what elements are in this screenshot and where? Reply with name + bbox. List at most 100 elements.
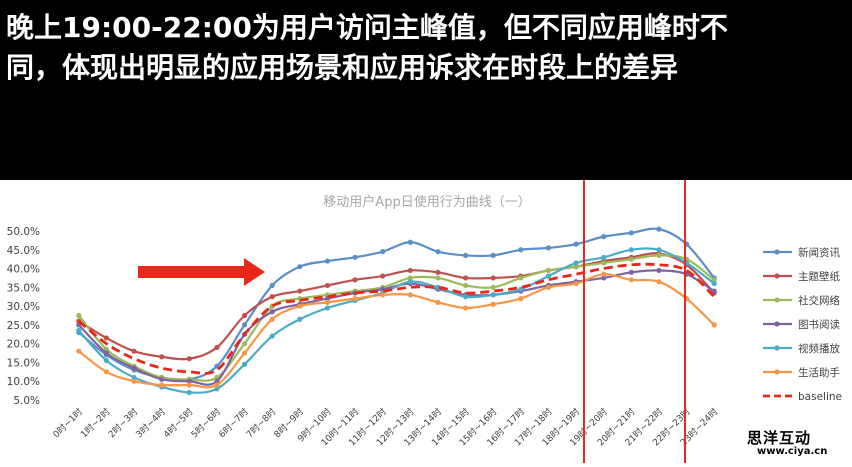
data-point	[131, 374, 137, 381]
data-point	[214, 344, 220, 351]
data-point	[131, 348, 137, 354]
data-point	[131, 378, 137, 384]
data-point	[628, 277, 634, 283]
data-point	[159, 382, 165, 388]
x-axis-ticks: 0时~1时1时~2时2时~3时3时~4时4时~5时5时~6时6时~7时7时~8时…	[50, 406, 720, 449]
data-point	[490, 284, 496, 290]
y-tick-label: 35.0%	[7, 282, 40, 294]
data-point	[407, 275, 413, 281]
legend-marker	[774, 297, 780, 303]
data-point	[352, 277, 358, 283]
highlight-arrow-head	[244, 258, 265, 286]
data-point	[711, 288, 717, 294]
y-tick-label: 45.0%	[7, 245, 40, 257]
data-point	[628, 230, 634, 236]
data-point	[76, 348, 82, 354]
x-tick-label: 5时~6时	[188, 406, 223, 441]
data-point	[324, 305, 331, 311]
data-point	[545, 267, 552, 274]
data-point	[711, 322, 717, 328]
data-point	[103, 369, 110, 375]
legend-marker	[774, 273, 780, 279]
data-point	[380, 292, 386, 298]
data-point	[711, 277, 717, 283]
highlight-arrow-shaft	[138, 266, 248, 278]
data-point	[269, 333, 275, 339]
data-point	[380, 273, 386, 279]
data-point	[573, 280, 579, 287]
legend-marker	[774, 249, 780, 255]
chart-title: 移动用户App日使用行为曲线（一）	[323, 194, 530, 210]
data-point	[601, 271, 607, 277]
data-point	[656, 247, 662, 253]
data-point	[656, 279, 662, 285]
data-point	[214, 378, 220, 384]
data-point	[490, 292, 496, 298]
data-point	[573, 241, 579, 247]
data-point	[573, 260, 579, 266]
chart-panel: 移动用户App日使用行为曲线（一） 5.0% 10.0% 15.0% 20.0% 25.…	[0, 176, 852, 466]
y-tick-label: 30.0%	[7, 301, 40, 313]
data-point	[103, 357, 110, 364]
data-point	[103, 350, 110, 356]
y-tick-label: 25.0%	[7, 320, 40, 332]
x-tick-label: 6时~7时	[216, 406, 251, 441]
peak-window-left-marker	[583, 176, 585, 466]
data-point	[490, 301, 496, 307]
x-tick-label: 7时~8时	[244, 406, 279, 441]
headline-banner: 晚上19:00-22:00为用户访问主峰值，但不同应用峰时不 同，体现出明显的应…	[0, 0, 852, 180]
data-point	[656, 226, 662, 232]
headline-line-2: 同，体现出明显的应用场景和应用诉求在时段上的差异	[6, 51, 679, 84]
data-point	[297, 288, 303, 294]
data-point	[518, 247, 524, 253]
data-point	[103, 335, 110, 341]
legend-marker	[774, 345, 780, 351]
series-line	[77, 262, 716, 375]
data-point	[601, 254, 607, 260]
data-point	[628, 269, 634, 275]
data-point	[545, 273, 552, 279]
watermark-logo-text: 思洋互动	[747, 429, 812, 447]
data-point	[186, 382, 192, 388]
data-point	[352, 296, 358, 302]
y-tick-label: 15.0%	[7, 357, 40, 369]
data-point	[324, 282, 331, 289]
data-point	[462, 294, 469, 300]
data-point	[490, 275, 496, 281]
data-point	[462, 282, 469, 289]
data-point	[435, 299, 441, 305]
data-point	[490, 252, 496, 259]
annotation-overlay	[138, 176, 686, 466]
data-point	[241, 322, 248, 328]
y-axis-ticks: 5.0% 10.0% 15.0% 20.0% 25.0% 30.0% 35.0% 40.0% 4…	[7, 226, 40, 407]
x-tick-label: 1时~2时	[78, 406, 113, 441]
y-tick-label: 10.0%	[7, 376, 40, 388]
data-point	[269, 282, 275, 289]
data-point	[159, 376, 165, 382]
data-point	[76, 312, 82, 319]
peak-window-right-marker	[684, 176, 686, 466]
x-tick-label: 2时~3时	[106, 406, 141, 441]
data-point	[462, 305, 469, 311]
y-tick-label: 40.0%	[7, 264, 40, 276]
data-point	[269, 309, 275, 315]
data-point	[297, 264, 303, 270]
legend-marker	[774, 321, 780, 327]
data-point	[241, 361, 248, 367]
data-point	[186, 389, 192, 396]
data-point	[656, 252, 662, 259]
data-point	[241, 312, 248, 319]
data-point	[241, 350, 248, 356]
legend-label: 主题壁纸	[798, 270, 840, 283]
y-tick-label: 20.0%	[7, 339, 40, 351]
data-point	[186, 356, 192, 362]
data-point	[435, 269, 441, 275]
data-point	[76, 327, 82, 334]
data-point	[407, 239, 413, 245]
data-point	[297, 316, 303, 322]
data-point	[601, 275, 607, 281]
data-point	[711, 280, 717, 287]
legend-label: 视频播放	[798, 342, 840, 355]
data-point	[297, 303, 303, 309]
